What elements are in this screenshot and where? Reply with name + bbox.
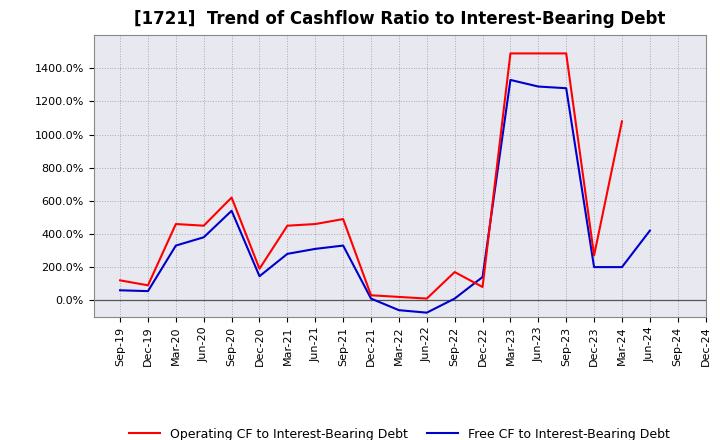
Operating CF to Interest-Bearing Debt: [562, 51, 570, 56]
Free CF to Interest-Bearing Debt: [506, 77, 515, 83]
Free CF to Interest-Bearing Debt: [228, 208, 236, 213]
Operating CF to Interest-Bearing Debt: [590, 253, 598, 258]
Free CF to Interest-Bearing Debt: [423, 310, 431, 315]
Legend: Operating CF to Interest-Bearing Debt, Free CF to Interest-Bearing Debt: Operating CF to Interest-Bearing Debt, F…: [124, 423, 675, 440]
Operating CF to Interest-Bearing Debt: [116, 278, 125, 283]
Free CF to Interest-Bearing Debt: [366, 296, 375, 301]
Free CF to Interest-Bearing Debt: [395, 308, 403, 313]
Operating CF to Interest-Bearing Debt: [199, 223, 208, 228]
Free CF to Interest-Bearing Debt: [255, 274, 264, 279]
Free CF to Interest-Bearing Debt: [646, 228, 654, 233]
Operating CF to Interest-Bearing Debt: [534, 51, 543, 56]
Operating CF to Interest-Bearing Debt: [366, 293, 375, 298]
Operating CF to Interest-Bearing Debt: [395, 294, 403, 300]
Free CF to Interest-Bearing Debt: [339, 243, 348, 248]
Free CF to Interest-Bearing Debt: [562, 85, 570, 91]
Free CF to Interest-Bearing Debt: [534, 84, 543, 89]
Operating CF to Interest-Bearing Debt: [228, 195, 236, 200]
Operating CF to Interest-Bearing Debt: [450, 269, 459, 275]
Title: [1721]  Trend of Cashflow Ratio to Interest-Bearing Debt: [1721] Trend of Cashflow Ratio to Intere…: [134, 10, 665, 28]
Free CF to Interest-Bearing Debt: [144, 289, 153, 294]
Free CF to Interest-Bearing Debt: [116, 288, 125, 293]
Line: Operating CF to Interest-Bearing Debt: Operating CF to Interest-Bearing Debt: [120, 53, 622, 299]
Free CF to Interest-Bearing Debt: [311, 246, 320, 252]
Free CF to Interest-Bearing Debt: [450, 296, 459, 301]
Operating CF to Interest-Bearing Debt: [144, 282, 153, 288]
Free CF to Interest-Bearing Debt: [171, 243, 180, 248]
Operating CF to Interest-Bearing Debt: [311, 221, 320, 227]
Line: Free CF to Interest-Bearing Debt: Free CF to Interest-Bearing Debt: [120, 80, 650, 313]
Operating CF to Interest-Bearing Debt: [478, 284, 487, 290]
Free CF to Interest-Bearing Debt: [199, 235, 208, 240]
Operating CF to Interest-Bearing Debt: [423, 296, 431, 301]
Free CF to Interest-Bearing Debt: [478, 275, 487, 280]
Operating CF to Interest-Bearing Debt: [283, 223, 292, 228]
Free CF to Interest-Bearing Debt: [283, 251, 292, 257]
Operating CF to Interest-Bearing Debt: [506, 51, 515, 56]
Free CF to Interest-Bearing Debt: [590, 264, 598, 270]
Operating CF to Interest-Bearing Debt: [339, 216, 348, 222]
Free CF to Interest-Bearing Debt: [618, 264, 626, 270]
Operating CF to Interest-Bearing Debt: [171, 221, 180, 227]
Operating CF to Interest-Bearing Debt: [618, 119, 626, 124]
Operating CF to Interest-Bearing Debt: [255, 266, 264, 271]
